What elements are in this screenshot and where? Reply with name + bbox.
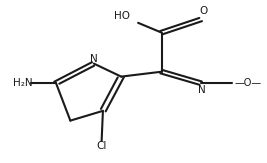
Text: —O—: —O— xyxy=(234,78,262,88)
Text: N: N xyxy=(198,85,206,95)
Text: O: O xyxy=(199,6,207,16)
Text: N: N xyxy=(90,54,98,64)
Text: H₂N: H₂N xyxy=(13,78,33,88)
Text: Cl: Cl xyxy=(96,141,107,151)
Text: HO: HO xyxy=(114,11,130,21)
